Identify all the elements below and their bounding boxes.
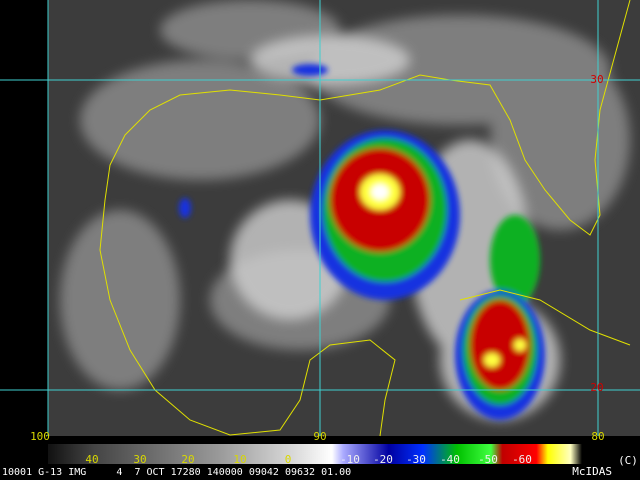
color-bar-label: 10 [233,453,246,466]
lat-label: 30 [590,73,603,86]
color-bar-label: -50 [478,453,498,466]
system-name: McIDAS [572,465,612,478]
color-bar [48,444,616,464]
imagery [48,0,640,436]
lat-label: 20 [590,381,603,394]
lon-label: 90 [313,430,326,443]
color-bar-label: -30 [406,453,426,466]
credit: (C) [618,454,638,467]
lat-lon-grid [0,0,640,436]
color-bar-label: 40 [85,453,98,466]
color-bar-label: -10 [340,453,360,466]
coastline [99,0,631,437]
color-bar-label: 20 [181,453,194,466]
color-bar-label: 0 [285,453,292,466]
color-bar-labels: 40 30 20 10 0 -10 -20 -30 -40 -50 -60 [85,453,532,466]
status-line: 10001 G-13 IMG 4 7 OCT 17280 140000 0904… [2,467,351,478]
color-bar-label: -40 [440,453,460,466]
lon-label: 100 [30,430,50,443]
color-bar-label: -60 [512,453,532,466]
lon-label: 80 [591,430,604,443]
color-bar-label: -20 [373,453,393,466]
color-bar-label: 30 [133,453,146,466]
